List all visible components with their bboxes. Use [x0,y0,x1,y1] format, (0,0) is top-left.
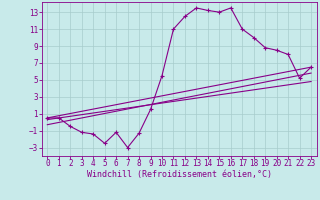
X-axis label: Windchill (Refroidissement éolien,°C): Windchill (Refroidissement éolien,°C) [87,170,272,179]
